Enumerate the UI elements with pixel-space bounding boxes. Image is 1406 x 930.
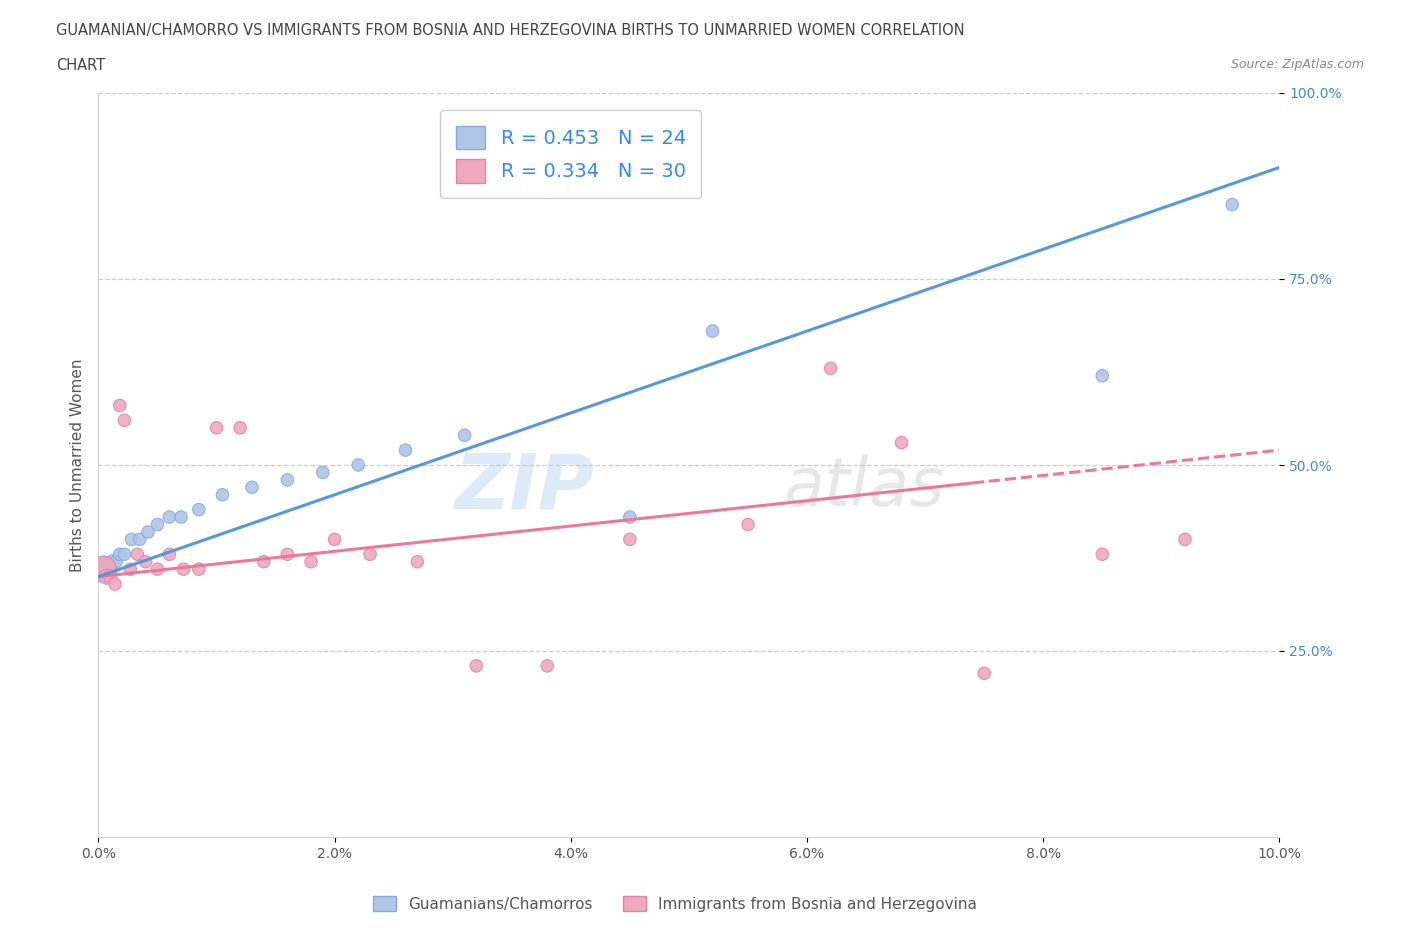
Point xyxy=(121,532,143,547)
Text: CHART: CHART xyxy=(56,58,105,73)
Point xyxy=(108,547,131,562)
Point xyxy=(253,554,276,569)
Y-axis label: Births to Unmarried Women: Births to Unmarried Women xyxy=(69,358,84,572)
Point xyxy=(187,502,209,517)
Point xyxy=(619,510,641,525)
Point xyxy=(1091,368,1114,383)
Point xyxy=(229,420,252,435)
Point xyxy=(1220,197,1243,212)
Text: atlas: atlas xyxy=(783,455,945,520)
Point xyxy=(127,547,149,562)
Point xyxy=(205,420,228,435)
Point xyxy=(91,562,114,577)
Point xyxy=(619,532,641,547)
Text: Source: ZipAtlas.com: Source: ZipAtlas.com xyxy=(1230,58,1364,71)
Point xyxy=(101,554,124,569)
Point xyxy=(312,465,335,480)
Point xyxy=(112,547,135,562)
Point xyxy=(240,480,263,495)
Point xyxy=(146,517,169,532)
Text: ZIP: ZIP xyxy=(454,450,595,525)
Point xyxy=(211,487,233,502)
Point xyxy=(157,547,180,562)
Point xyxy=(299,554,322,569)
Legend: R = 0.453   N = 24, R = 0.334   N = 30: R = 0.453 N = 24, R = 0.334 N = 30 xyxy=(440,110,702,198)
Point xyxy=(1174,532,1197,547)
Point xyxy=(973,666,995,681)
Point xyxy=(146,562,169,577)
Point xyxy=(276,547,298,562)
Point xyxy=(187,562,209,577)
Point xyxy=(135,554,157,569)
Point xyxy=(104,577,127,591)
Point xyxy=(702,324,724,339)
Point xyxy=(536,658,558,673)
Point xyxy=(406,554,429,569)
Point xyxy=(172,562,194,577)
Point xyxy=(347,458,370,472)
Point xyxy=(128,532,150,547)
Point xyxy=(96,569,118,584)
Point xyxy=(737,517,759,532)
Point xyxy=(820,361,842,376)
Text: GUAMANIAN/CHAMORRO VS IMMIGRANTS FROM BOSNIA AND HERZEGOVINA BIRTHS TO UNMARRIED: GUAMANIAN/CHAMORRO VS IMMIGRANTS FROM BO… xyxy=(56,23,965,38)
Point xyxy=(890,435,912,450)
Point xyxy=(394,443,416,458)
Point xyxy=(136,525,159,539)
Point xyxy=(108,398,131,413)
Point xyxy=(105,554,128,569)
Point xyxy=(323,532,346,547)
Point xyxy=(359,547,381,562)
Point xyxy=(97,562,120,577)
Legend: Guamanians/Chamorros, Immigrants from Bosnia and Herzegovina: Guamanians/Chamorros, Immigrants from Bo… xyxy=(367,889,983,918)
Point xyxy=(120,562,142,577)
Point xyxy=(465,658,488,673)
Point xyxy=(453,428,475,443)
Point xyxy=(170,510,193,525)
Point xyxy=(157,510,180,525)
Point xyxy=(1091,547,1114,562)
Point xyxy=(276,472,298,487)
Point xyxy=(98,569,121,584)
Point xyxy=(93,562,115,577)
Point xyxy=(112,413,135,428)
